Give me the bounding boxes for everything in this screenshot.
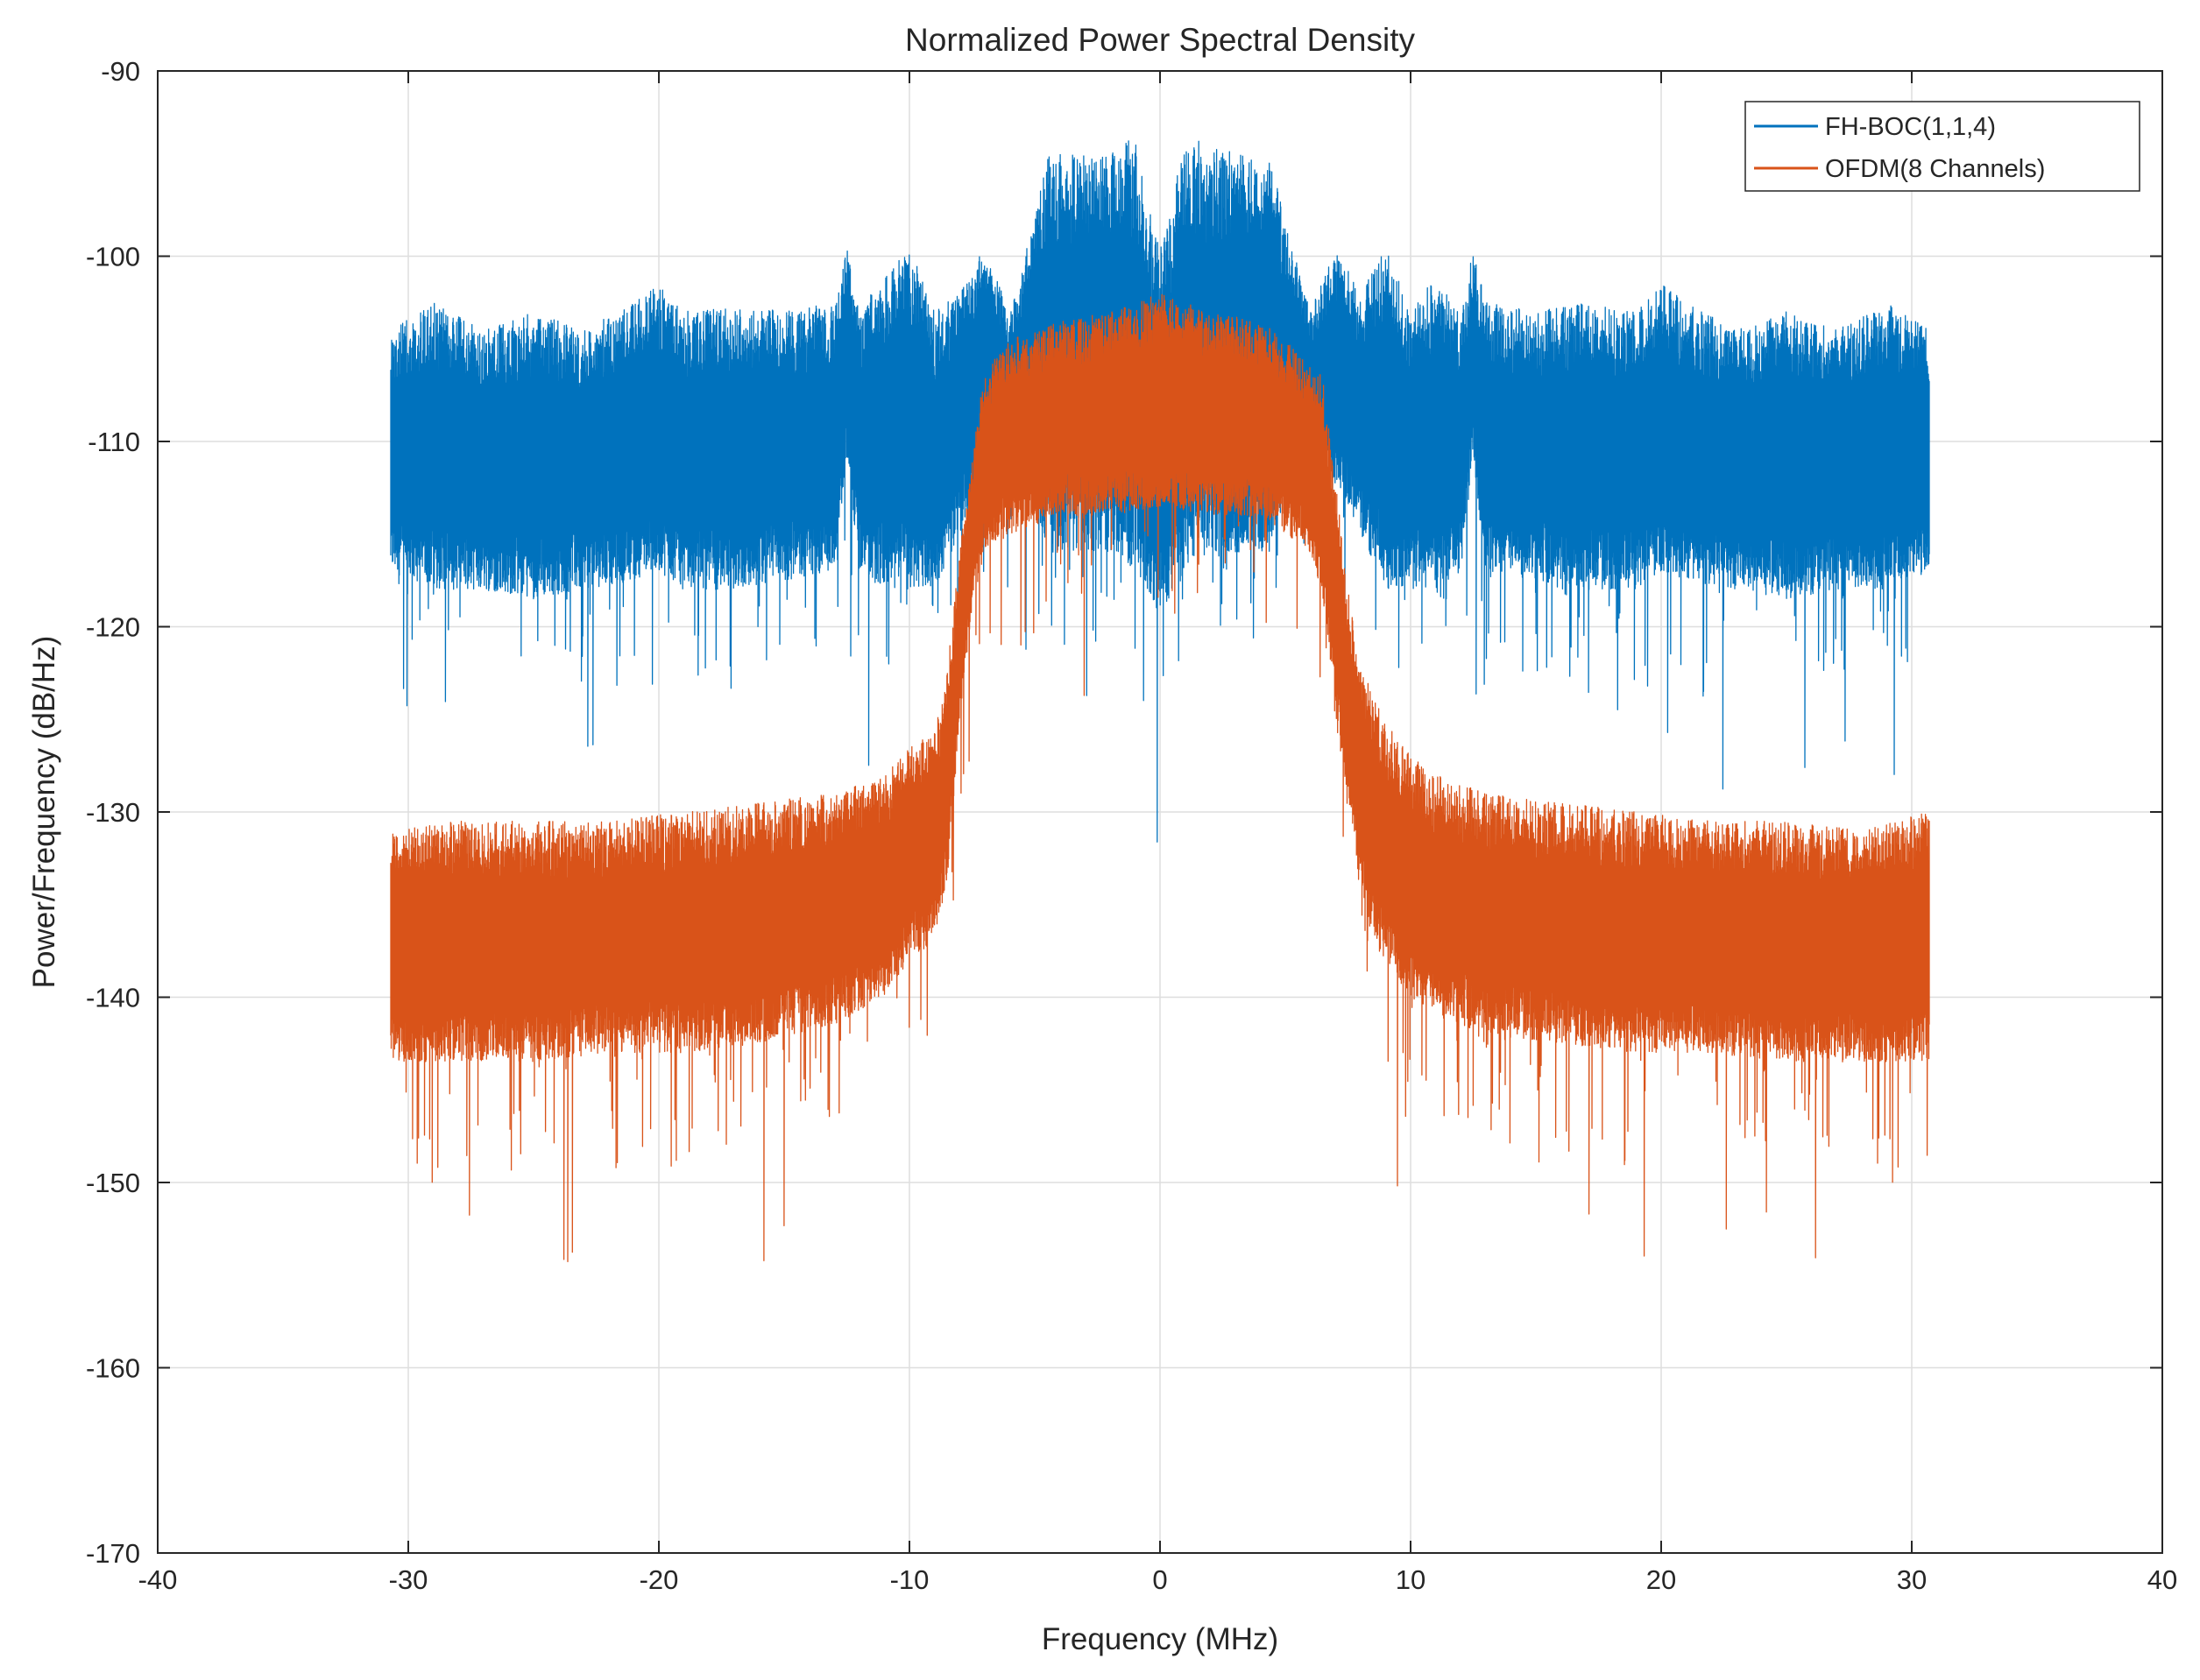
y-axis-title: Power/Frequency (dB/Hz) [27,636,61,989]
y-tick-label: -140 [86,983,140,1013]
ticks: -40 -30 -20 -10 0 10 20 30 40-170-160-150-140-13… [86,56,2177,1595]
y-tick-label: -90 [101,56,140,87]
x-tick-label: 20 [1646,1564,1676,1595]
series-layer [390,140,1930,1263]
series-ofdm-line [390,293,1930,1263]
legend-label-ofdm: OFDM(8 Channels) [1825,155,2045,183]
chart-title: Normalized Power Spectral Density [905,22,1415,58]
y-tick-label: -120 [86,612,140,643]
x-axis-title: Frequency (MHz) [1042,1622,1278,1656]
x-tick-label: -10 [890,1564,930,1595]
y-tick-label: -170 [86,1538,140,1569]
y-tick-label: -100 [86,242,140,272]
y-tick-label: -160 [86,1353,140,1384]
y-tick-label: -150 [86,1168,140,1198]
legend-box [1744,101,2140,192]
y-tick-label: -130 [86,797,140,828]
x-tick-label: 40 [2147,1564,2177,1595]
y-tick-label: -110 [88,427,140,457]
x-tick-label: 30 [1897,1564,1927,1595]
x-tick-label: 0 [1152,1564,1167,1595]
x-tick-label: 10 [1396,1564,1425,1595]
legend: FH-BOC(1,1,4) OFDM(8 Channels) [1744,101,2140,192]
legend-label-fh-boc: FH-BOC(1,1,4) [1825,113,1996,141]
x-tick-label: -40 [138,1564,178,1595]
x-tick-label: -20 [640,1564,679,1595]
x-tick-label: -30 [389,1564,428,1595]
